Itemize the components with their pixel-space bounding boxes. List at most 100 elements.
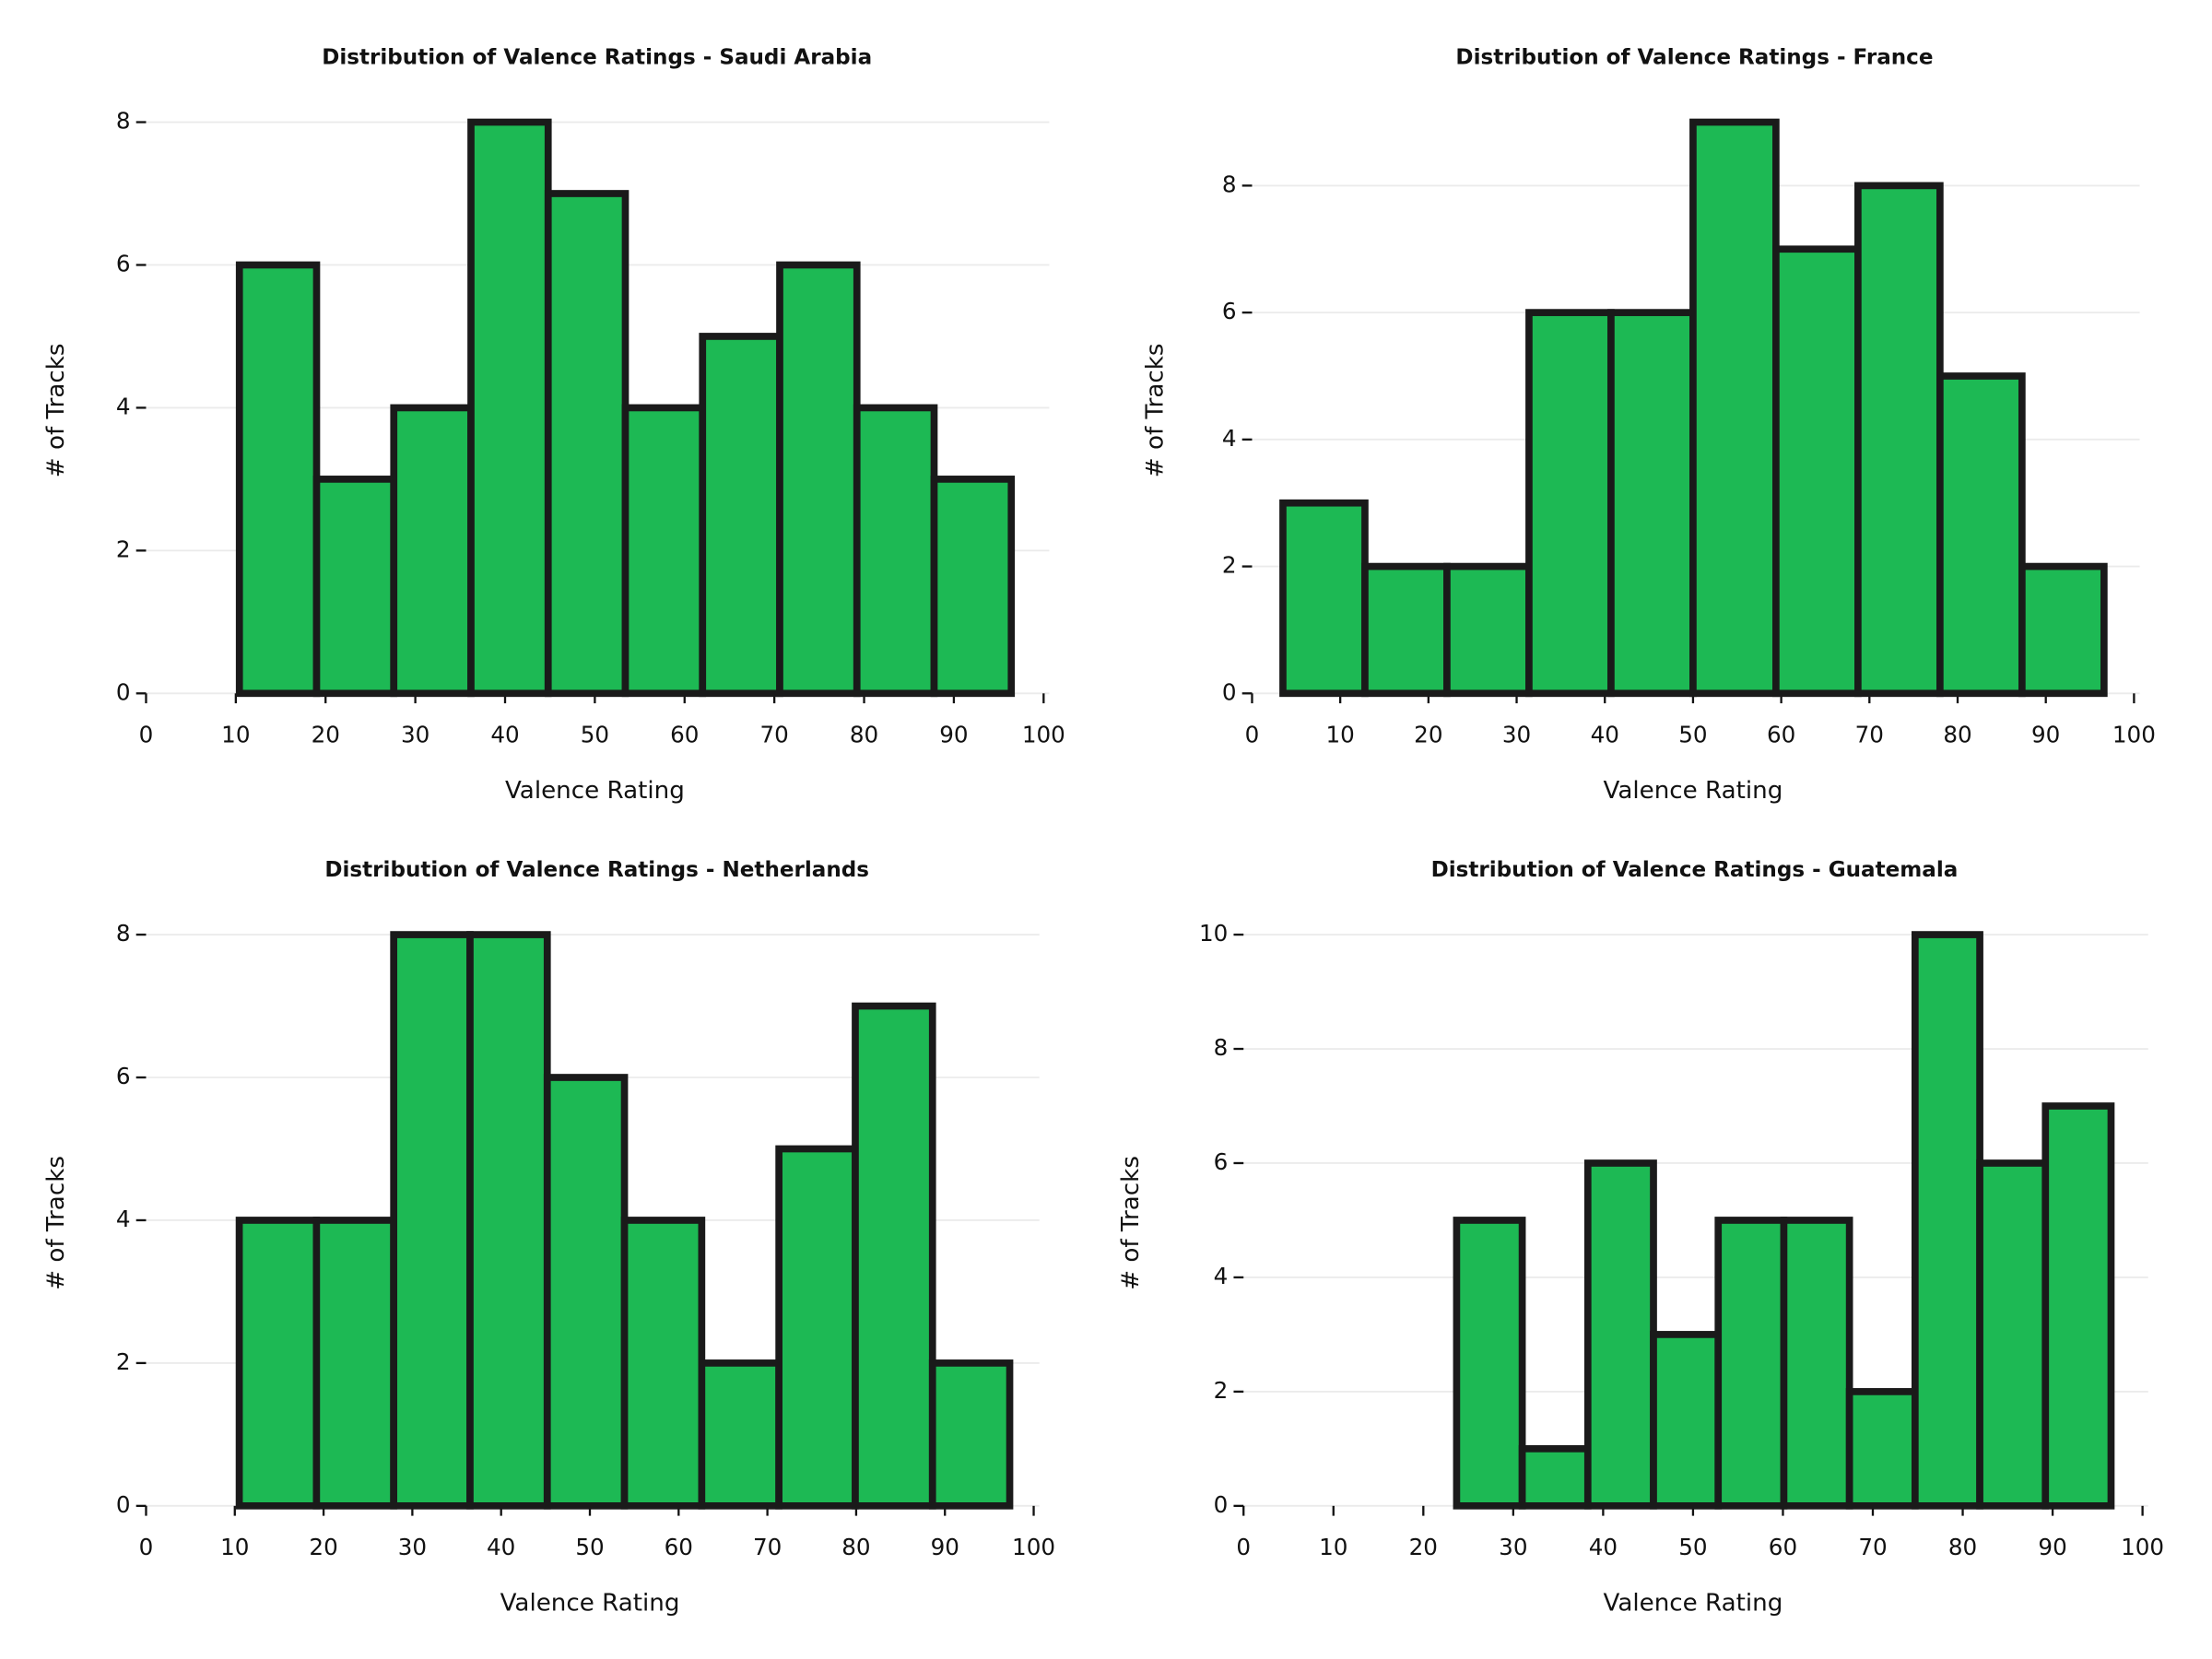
- bar: [775, 1145, 859, 1510]
- y-tick-label: 8: [1214, 1034, 1229, 1061]
- x-tick-label: 50: [581, 721, 609, 747]
- bar: [1911, 931, 1983, 1510]
- bar: [390, 931, 474, 1510]
- x-tick-label: 100: [2121, 1534, 2164, 1560]
- bar: [1976, 1159, 2050, 1510]
- y-tick-label: 2: [116, 535, 131, 562]
- bar: [1689, 118, 1780, 698]
- x-tick-label: 10: [1325, 721, 1354, 747]
- bar: [390, 404, 475, 698]
- bar: [1453, 1217, 1526, 1510]
- bar: [698, 1359, 782, 1510]
- x-tick-label: 60: [670, 721, 699, 747]
- x-tick-label: 70: [1855, 721, 1884, 747]
- x-axis-label: Valence Rating: [1604, 777, 1783, 805]
- x-axis-label: Valence Rating: [1604, 1589, 1783, 1617]
- x-tick-label: 100: [2112, 721, 2156, 747]
- x-tick-label: 30: [398, 1534, 427, 1560]
- x-tick-label: 40: [490, 721, 519, 747]
- y-tick-label: 2: [1214, 1377, 1229, 1404]
- x-tick-label: 60: [665, 1534, 693, 1560]
- x-tick-label: 40: [1591, 721, 1619, 747]
- bar: [1607, 309, 1697, 698]
- x-tick-label: 0: [1236, 1534, 1251, 1560]
- bar: [235, 1217, 321, 1510]
- bar: [2018, 562, 2108, 698]
- x-tick-label: 50: [1678, 1534, 1707, 1560]
- y-tick-label: 0: [116, 678, 131, 705]
- bar: [1443, 562, 1533, 698]
- bar: [1845, 1388, 1919, 1510]
- y-tick-label: 0: [1214, 1491, 1229, 1518]
- x-tick-label: 60: [1769, 1534, 1797, 1560]
- y-tick-label: 8: [1222, 171, 1237, 197]
- bar: [543, 1074, 629, 1510]
- x-tick-label: 100: [1022, 721, 1065, 747]
- y-tick-label: 4: [116, 393, 131, 419]
- x-tick-label: 100: [1012, 1534, 1055, 1560]
- x-tick-label: 80: [850, 721, 878, 747]
- x-tick-label: 20: [312, 721, 340, 747]
- x-tick-label: 30: [1499, 1534, 1527, 1560]
- x-tick-label: 90: [939, 721, 968, 747]
- y-tick-label: 2: [116, 1348, 131, 1375]
- x-tick-label: 80: [1943, 721, 1971, 747]
- bar: [699, 333, 783, 698]
- bar: [1583, 1159, 1657, 1510]
- bar: [1772, 245, 1862, 698]
- y-axis-label: # of Tracks: [1141, 344, 1169, 478]
- bar: [1780, 1217, 1853, 1510]
- y-tick-label: 6: [1222, 298, 1237, 324]
- x-tick-label: 40: [487, 1534, 515, 1560]
- bar: [1714, 1217, 1788, 1510]
- bar: [1361, 562, 1451, 698]
- x-tick-label: 60: [1767, 721, 1795, 747]
- bar: [852, 1002, 936, 1510]
- x-tick-label: 80: [841, 1534, 870, 1560]
- bar: [620, 1217, 706, 1510]
- x-tick-label: 90: [2038, 1534, 2066, 1560]
- y-tick-label: 4: [1222, 425, 1237, 452]
- y-axis-label: # of Tracks: [42, 344, 70, 478]
- y-tick-label: 4: [116, 1206, 131, 1232]
- x-tick-label: 90: [931, 1534, 959, 1560]
- x-tick-label: 70: [759, 721, 788, 747]
- x-tick-label: 30: [401, 721, 429, 747]
- bar: [1525, 309, 1615, 698]
- bar: [930, 476, 1016, 698]
- bar: [235, 261, 321, 698]
- bar: [2041, 1102, 2115, 1510]
- x-tick-label: 30: [1502, 721, 1531, 747]
- y-tick-label: 0: [1222, 678, 1237, 705]
- x-tick-label: 70: [753, 1534, 782, 1560]
- bar: [621, 404, 707, 698]
- x-tick-label: 0: [1245, 721, 1260, 747]
- x-tick-label: 10: [1319, 1534, 1347, 1560]
- bar: [312, 476, 398, 698]
- chart-title: Distribution of Valence Ratings - France: [1455, 46, 1933, 70]
- x-tick-label: 90: [2031, 721, 2060, 747]
- y-tick-label: 8: [116, 920, 131, 947]
- bar: [776, 261, 861, 698]
- bar: [1854, 182, 1944, 698]
- y-tick-label: 0: [116, 1491, 131, 1518]
- x-tick-label: 10: [220, 1534, 249, 1560]
- y-axis-label: # of Tracks: [42, 1156, 70, 1290]
- y-tick-label: 6: [116, 1063, 131, 1089]
- y-axis-label: # of Tracks: [1117, 1156, 1145, 1290]
- x-axis-label: Valence Rating: [505, 777, 685, 805]
- y-tick-label: 2: [1222, 552, 1237, 579]
- y-tick-label: 6: [1214, 1148, 1229, 1175]
- bar: [544, 190, 629, 698]
- y-tick-label: 8: [116, 108, 131, 135]
- x-tick-label: 20: [1414, 721, 1442, 747]
- bar: [853, 404, 938, 698]
- bar: [1650, 1331, 1723, 1510]
- x-tick-label: 70: [1858, 1534, 1887, 1560]
- bar: [1518, 1445, 1592, 1510]
- bar: [467, 118, 552, 698]
- x-tick-label: 50: [575, 1534, 604, 1560]
- bar: [1936, 372, 2026, 698]
